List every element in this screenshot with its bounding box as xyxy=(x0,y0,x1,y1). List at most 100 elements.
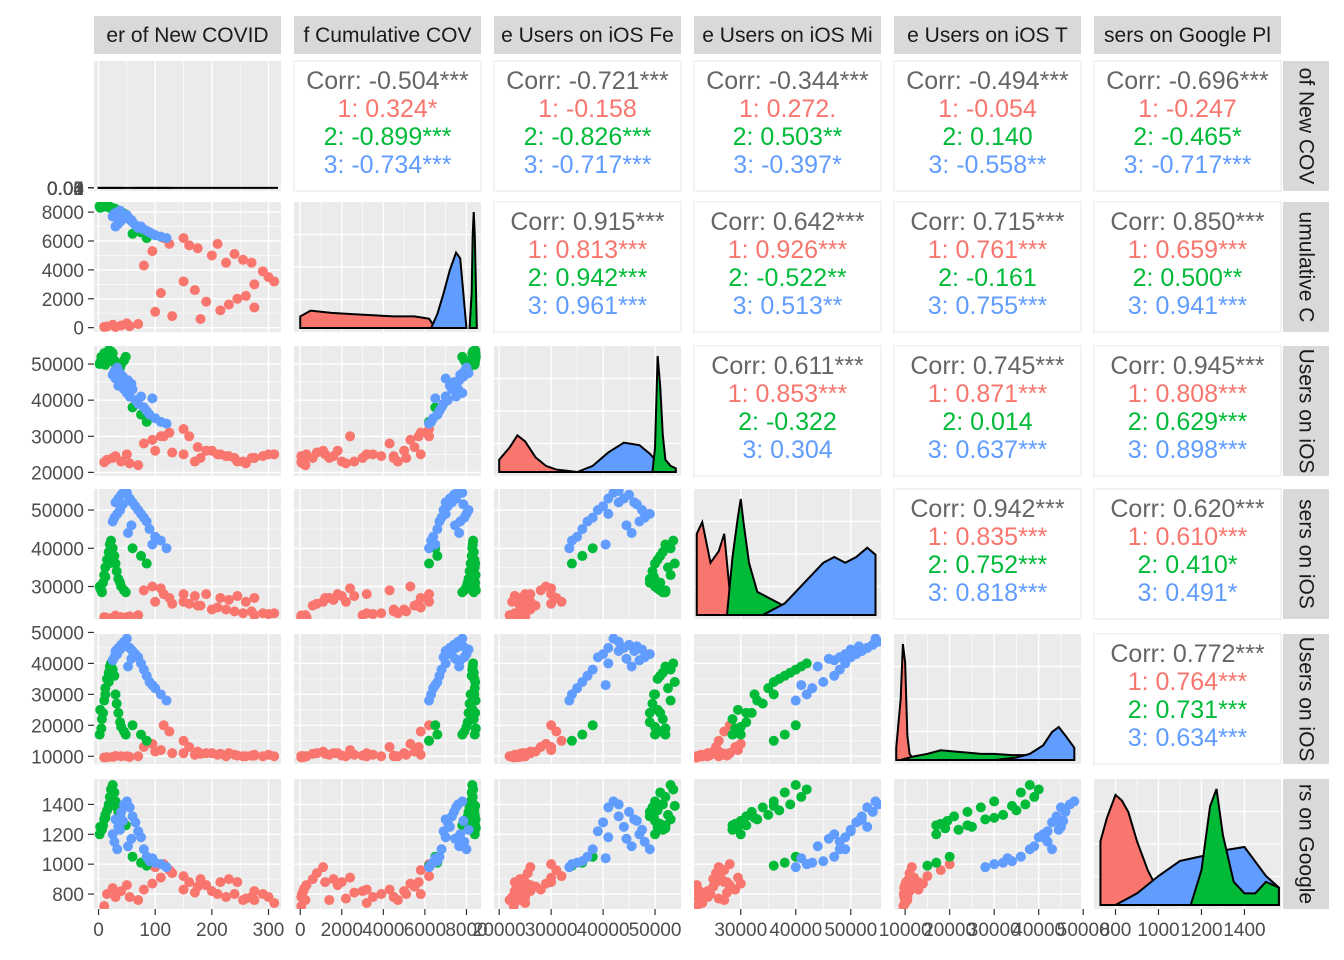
scatter-point-group-2 xyxy=(566,558,577,569)
scatter-point-group-2 xyxy=(103,558,114,569)
scatter-point-group-1 xyxy=(102,454,113,465)
scatter-point-group-1 xyxy=(507,596,518,607)
y-tick-label: 0.03 xyxy=(47,179,84,200)
scatter-point-group-3 xyxy=(1029,841,1040,852)
scatter-point-group-2 xyxy=(587,543,598,554)
scatter-point-group-1 xyxy=(195,748,206,759)
scatter-point-group-1 xyxy=(229,606,240,617)
scatter-point-group-3 xyxy=(161,695,172,706)
x-tick-label: 2000 xyxy=(321,920,363,941)
correlation-group-3: 3: 0.491* xyxy=(1137,579,1237,607)
scatter-point-group-2 xyxy=(953,824,964,835)
row-strip-label: rs on Google xyxy=(1295,784,1318,904)
scatter-point-group-1 xyxy=(361,449,372,460)
scatter-point-group-1 xyxy=(201,296,212,307)
scatter-point-group-2 xyxy=(801,658,812,669)
y-tick-label: 10000 xyxy=(31,747,84,768)
scatter-point-group-1 xyxy=(405,434,416,445)
scatter-point-group-2 xyxy=(785,799,796,810)
scatter-point-group-1 xyxy=(110,610,121,619)
scatter-point-group-2 xyxy=(107,543,118,554)
scatter-point-group-1 xyxy=(249,279,260,290)
correlation-text: Corr: -0.344***1: 0.272.2: 0.503**3: -0.… xyxy=(706,67,869,179)
correlation-group-1: 1: 0.808*** xyxy=(1128,380,1248,408)
scatter-point-group-3 xyxy=(434,516,445,527)
scatter-panel xyxy=(94,202,280,332)
scatter-point-group-1 xyxy=(345,431,356,442)
scatter-point-group-1 xyxy=(296,901,307,909)
scatter-point-group-3 xyxy=(430,853,441,864)
scatter-point-group-1 xyxy=(189,887,200,898)
scatter-point-group-2 xyxy=(469,812,480,823)
density-curve-group-2 xyxy=(651,355,677,473)
correlation-group-2: 2: 0.629*** xyxy=(1128,408,1248,436)
correlation-overall: Corr: 0.942*** xyxy=(910,495,1065,523)
scatter-point-group-1 xyxy=(340,458,351,469)
scatter-point-group-3 xyxy=(812,841,823,852)
scatter-point-group-2 xyxy=(430,720,441,731)
scatter-point-group-1 xyxy=(708,748,719,759)
scatter-point-group-2 xyxy=(749,689,760,700)
scatter-point-group-2 xyxy=(660,729,671,740)
scatter-point-group-1 xyxy=(361,884,372,895)
scatter-point-group-1 xyxy=(240,893,251,904)
scatter-panel xyxy=(94,489,280,619)
scatter-point-group-2 xyxy=(768,735,779,746)
scatter-point-group-3 xyxy=(161,862,172,873)
scatter-point-group-2 xyxy=(457,587,468,598)
scatter-point-group-3 xyxy=(854,815,864,826)
scatter-point-group-3 xyxy=(117,815,128,826)
scatter-point-group-1 xyxy=(138,884,149,895)
scatter-point-group-2 xyxy=(655,787,666,798)
scatter-point-group-1 xyxy=(367,892,378,903)
panel-background xyxy=(694,779,881,909)
scatter-point-group-3 xyxy=(639,836,650,847)
correlation-group-3: 3: 0.755*** xyxy=(928,292,1048,320)
scatter-point-group-3 xyxy=(870,796,881,807)
density-panel xyxy=(895,643,1076,761)
y-tick-label: 30000 xyxy=(31,685,84,706)
row-strip-label: of New COV xyxy=(1295,68,1318,185)
scatter-point-group-2 xyxy=(749,812,760,823)
scatter-point-group-2 xyxy=(763,809,774,820)
scatter-point-group-1 xyxy=(307,874,318,885)
scatter-point-group-3 xyxy=(631,815,642,826)
scatter-point-group-1 xyxy=(917,878,928,889)
scatter-point-group-2 xyxy=(665,543,676,554)
scatter-point-group-3 xyxy=(117,641,128,652)
scatter-point-group-2 xyxy=(665,570,676,581)
scatter-point-group-2 xyxy=(566,735,577,746)
row-strip: umulative C xyxy=(1283,202,1329,332)
scatter-point-group-3 xyxy=(818,676,829,687)
scatter-point-group-3 xyxy=(796,680,807,691)
scatter-point-group-2 xyxy=(109,550,120,561)
scatter-point-group-2 xyxy=(100,689,111,700)
scatter-point-group-3 xyxy=(454,661,465,672)
column-strip: er of New COVID xyxy=(94,16,281,54)
scatter-point-group-1 xyxy=(340,893,351,904)
scatter-point-group-2 xyxy=(655,550,666,561)
scatter-point-group-1 xyxy=(147,581,158,592)
y-tick-label: 0 xyxy=(73,319,84,340)
scatter-point-group-2 xyxy=(432,729,443,740)
scatter-point-group-2 xyxy=(733,704,743,715)
scatter-point-group-1 xyxy=(415,726,426,737)
correlation-group-2: 2: 0.410* xyxy=(1137,551,1237,579)
scatter-point-group-3 xyxy=(631,499,642,510)
correlation-group-1: 1: 0.926*** xyxy=(728,236,848,264)
scatter-point-group-3 xyxy=(126,520,137,531)
y-tick-label: 1000 xyxy=(42,855,84,876)
correlation-group-1: 1: 0.272. xyxy=(739,95,836,123)
correlation-overall: Corr: -0.344*** xyxy=(706,67,869,95)
scatter-point-group-3 xyxy=(112,844,123,855)
scatter-point-group-2 xyxy=(652,704,663,715)
scatter-point-group-2 xyxy=(457,729,468,740)
correlation-group-3: 3: 0.818*** xyxy=(928,579,1048,607)
scatter-point-group-1 xyxy=(944,859,955,870)
y-tick-label: 1400 xyxy=(42,795,84,816)
column-strip: e Users on iOS T xyxy=(894,16,1081,54)
row-strip-label: umulative C xyxy=(1295,212,1318,323)
scatter-point-group-1 xyxy=(909,872,920,883)
scatter-point-group-1 xyxy=(195,874,206,885)
scatter-point-group-1 xyxy=(102,889,113,900)
